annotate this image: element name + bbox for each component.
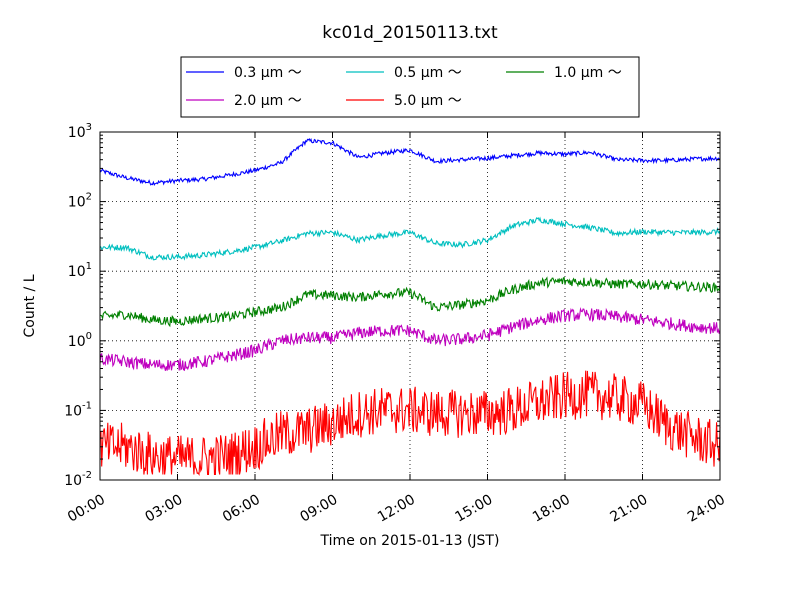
legend-box	[180, 56, 640, 118]
y-tick-labels: 10-2 10-1 100 101 102 103	[64, 122, 92, 489]
chart-title: kc01d_20150113.txt	[322, 23, 498, 43]
y-tick-label: 103	[68, 122, 92, 141]
legend-label-1: 0.5 μm ～	[394, 65, 462, 81]
series-lines	[99, 138, 721, 476]
series-line-0	[99, 138, 721, 187]
y-tick-label: 10-2	[64, 470, 92, 489]
y-tick-label: 100	[68, 331, 92, 350]
ticks	[99, 131, 721, 481]
series-line-4	[99, 370, 721, 476]
y-tick-label: 10-1	[64, 400, 92, 419]
y-axis-label: Count / L	[22, 274, 38, 337]
legend-label-4: 5.0 μm ～	[394, 93, 462, 109]
y-tick-label: 102	[68, 192, 92, 211]
legend-label-2: 1.0 μm ～	[554, 65, 622, 81]
y-tick-label: 101	[68, 261, 92, 280]
grid	[100, 132, 720, 480]
legend-label-0: 0.3 μm ～	[234, 65, 302, 81]
series-line-2	[99, 276, 721, 328]
x-axis-label: Time on 2015-01-13 (JST)	[320, 533, 500, 549]
legend: 0.3 μm ～ 0.5 μm ～ 1.0 μm ～ 2.0 μm ～ 5.0 μm ～	[180, 56, 640, 118]
legend-label-3: 2.0 μm ～	[234, 93, 302, 109]
series-line-3	[99, 306, 721, 372]
series-line-1	[99, 216, 721, 261]
